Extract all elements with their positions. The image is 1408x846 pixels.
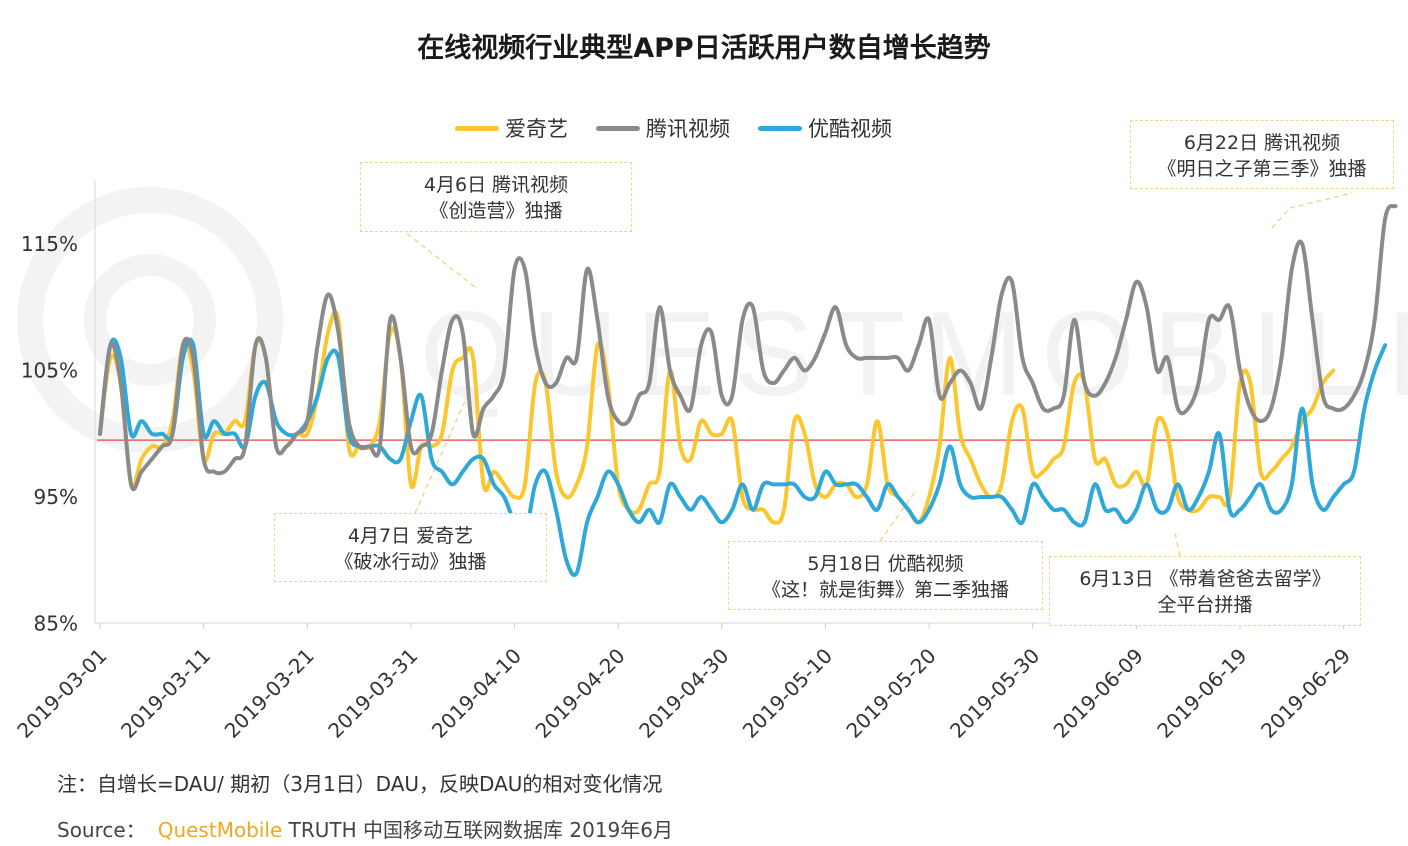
legend-swatch-youku: [758, 125, 802, 131]
x-tick-label: 2019-05-30: [945, 644, 1044, 743]
x-tick-label: 2019-04-10: [427, 644, 526, 743]
x-tick-label: 2019-03-11: [116, 644, 215, 743]
x-tick-label: 2019-03-01: [12, 644, 111, 743]
callout-jiewu-line1: 5月18日 优酷视频: [807, 553, 964, 575]
y-tick-label: 95%: [34, 485, 78, 509]
callout-chuangzaoying-line1: 4月6日 腾讯视频: [423, 174, 569, 196]
x-tick-label: 2019-06-29: [1256, 644, 1355, 743]
source-line: Source： QuestMobile TRUTH 中国移动互联网数据库 2019…: [57, 814, 673, 843]
series-line-tencent: [98, 204, 1398, 492]
legend-item-tencent: 腾讯视频: [596, 113, 730, 143]
footnote: 注：自增长=DAU/ 期初（3月1日）DAU，反映DAU的相对变化情况: [57, 772, 663, 796]
callout-liuxue-line2: 全平台拼播: [1157, 594, 1253, 616]
x-tick-label: 2019-04-30: [634, 644, 733, 743]
series-layer: [97, 204, 1398, 578]
x-tick-label: 2019-05-20: [841, 644, 940, 743]
y-tick-label: 105%: [21, 359, 78, 383]
callout-leaders: [399, 192, 1353, 557]
callout-leader-line: [399, 227, 476, 288]
callout-mingrizhizi-line1: 6月22日 腾讯视频: [1183, 132, 1341, 154]
source-label: Source：: [57, 818, 146, 842]
callout-pobingxingdong-line1: 4月7日 爱奇艺: [347, 525, 474, 547]
legend-item-youku: 优酷视频: [758, 113, 892, 143]
x-tick-label: 2019-04-20: [531, 644, 630, 743]
source-rest: TRUTH 中国移动互联网数据库 2019年6月: [288, 818, 674, 842]
callout-leader-line: [1174, 532, 1181, 557]
callout-jiewu-line2: 《这！就是街舞》第二季独播: [761, 579, 1009, 601]
y-tick-label: 85%: [34, 612, 78, 636]
x-tick-label: 2019-03-31: [323, 644, 422, 743]
series-line-iqiyi: [98, 310, 1336, 525]
legend-label-tencent: 腾讯视频: [646, 117, 730, 141]
watermark-layer: QUESTMOBILE: [17, 187, 1408, 453]
callout-pobingxingdong: 4月7日 爱奇艺 《破冰行动》独播: [274, 513, 547, 582]
callout-leader-line: [879, 491, 916, 542]
x-tick-label: 2019-05-10: [738, 644, 837, 743]
legend-swatch-tencent: [596, 125, 640, 131]
callout-pobingxingdong-line2: 《破冰行动》独播: [334, 551, 487, 573]
callout-leader-line: [414, 389, 471, 514]
legend-label-youku: 优酷视频: [808, 117, 892, 141]
source-brand: QuestMobile: [157, 818, 283, 842]
y-tick-label: 115%: [21, 232, 78, 256]
x-tick-label: 2019-03-21: [220, 644, 319, 743]
callout-chuangzaoying-line2: 《创造营》独播: [429, 200, 563, 222]
x-tick-label: 2019-06-09: [1049, 644, 1148, 743]
chart-legend: 爱奇艺 腾讯视频 优酷视频: [455, 113, 920, 143]
x-tick-label: 2019-06-19: [1152, 644, 1251, 743]
legend-swatch-iqiyi: [455, 125, 499, 131]
callout-jiewu: 5月18日 优酷视频 《这！就是街舞》第二季独播: [728, 541, 1043, 610]
callout-leader-line: [1271, 192, 1353, 229]
legend-label-iqiyi: 爱奇艺: [505, 117, 568, 141]
chart-title: 在线视频行业典型APP日活跃用户数自增长趋势: [417, 33, 991, 64]
legend-item-iqiyi: 爱奇艺: [455, 113, 568, 143]
callout-chuangzaoying: 4月6日 腾讯视频 《创造营》独播: [360, 162, 632, 232]
callout-liuxue-line1: 6月13日 《带着爸爸去留学》: [1079, 568, 1331, 590]
callout-mingrizhizi-line2: 《明日之子第三季》独播: [1157, 158, 1367, 180]
callout-mingrizhizi: 6月22日 腾讯视频 《明日之子第三季》独播: [1130, 120, 1394, 189]
callout-liuxue: 6月13日 《带着爸爸去留学》 全平台拼播: [1049, 556, 1361, 626]
